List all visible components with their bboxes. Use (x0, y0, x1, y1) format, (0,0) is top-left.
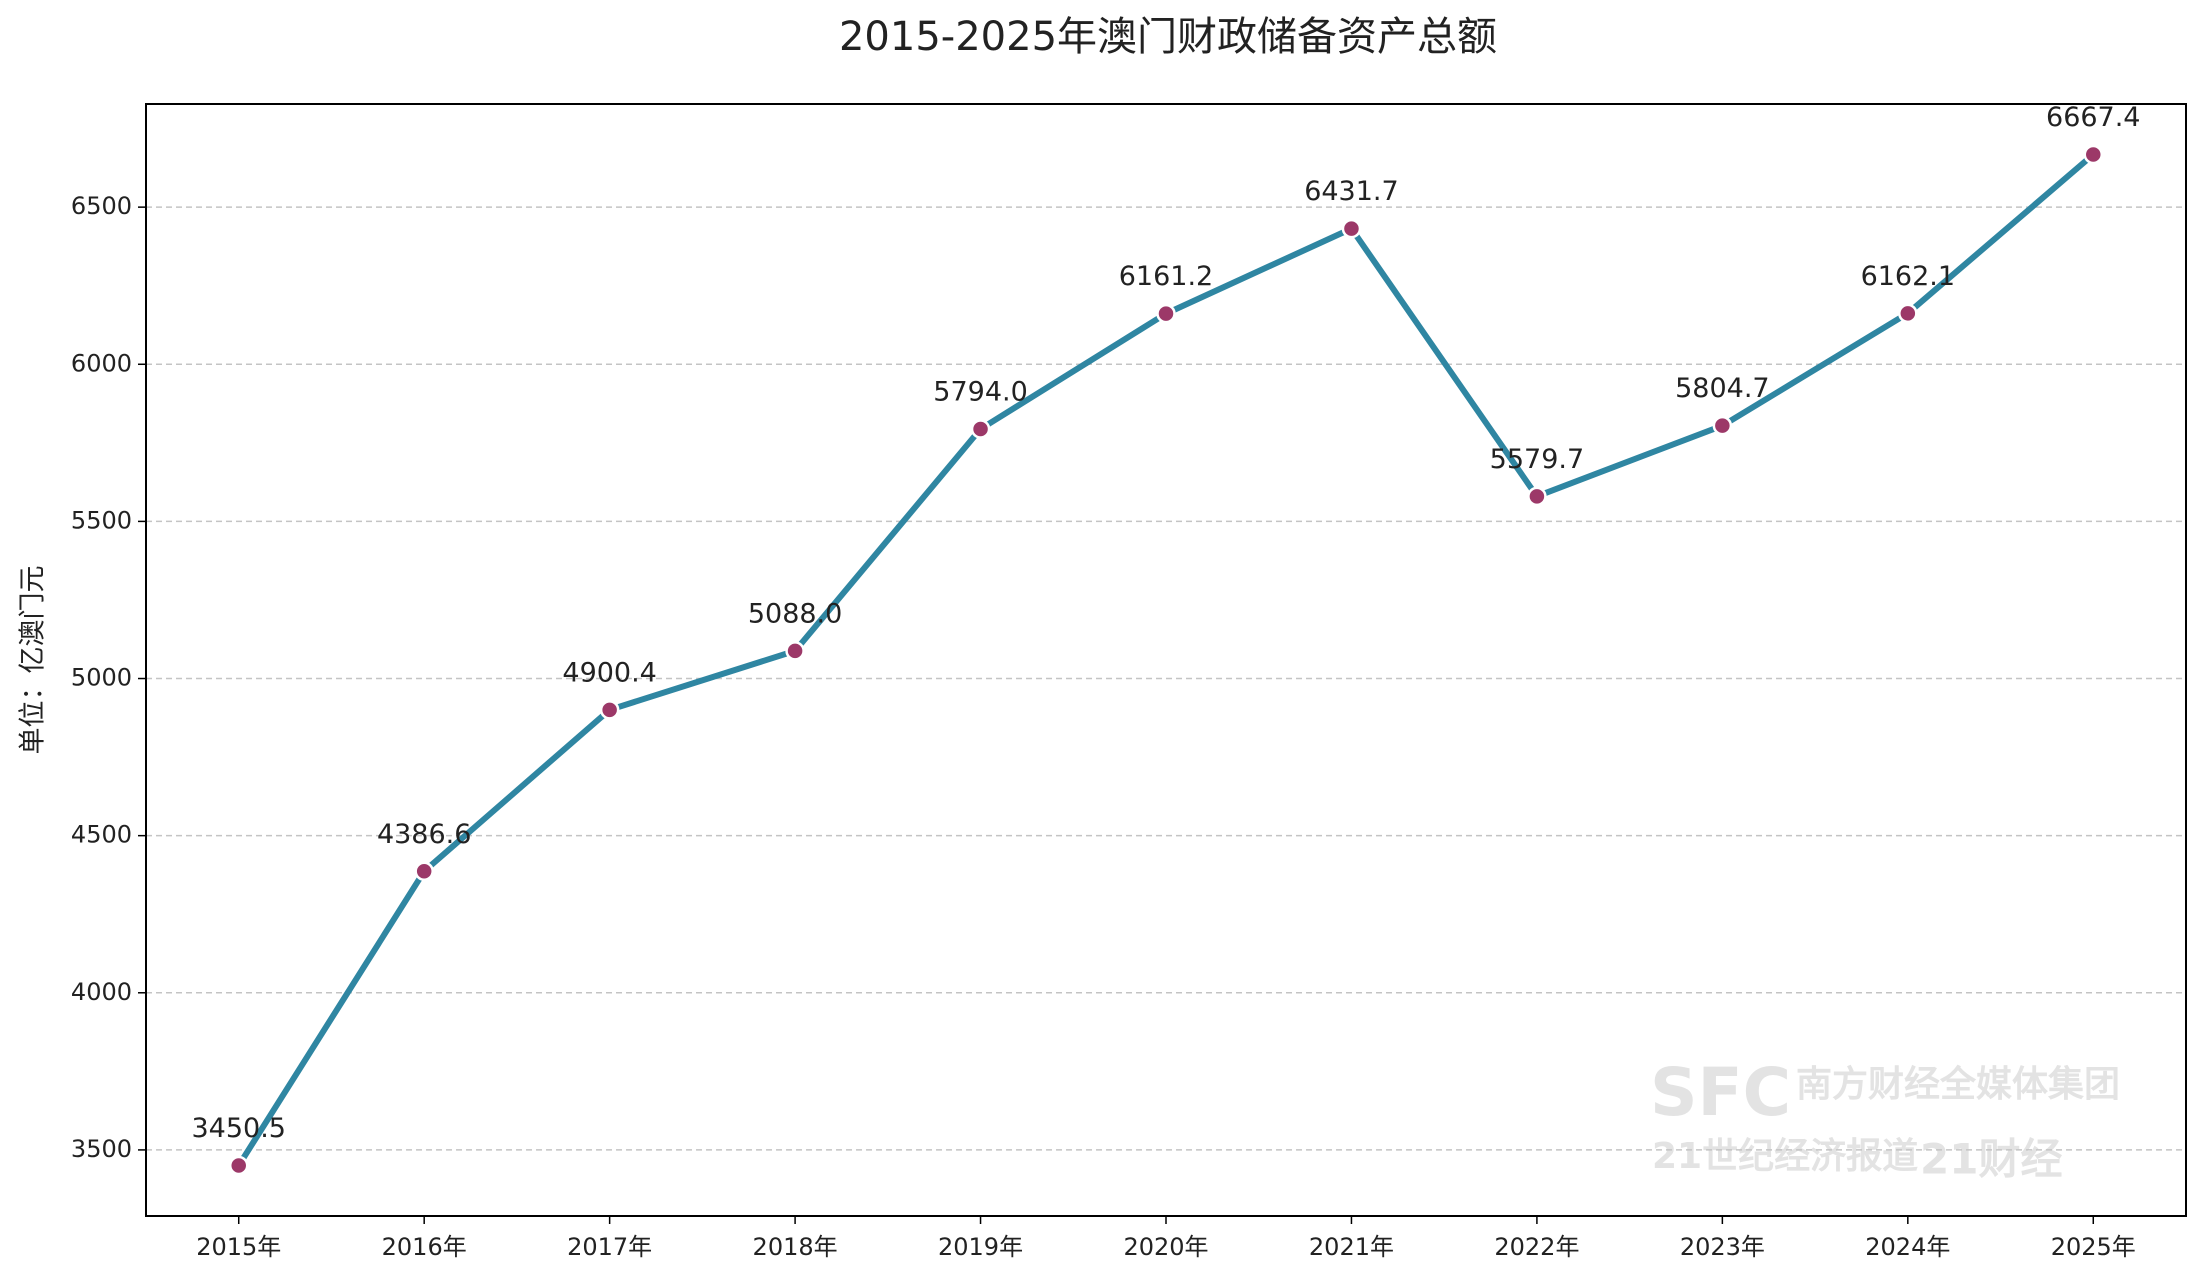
x-tick-label: 2015年 (196, 1233, 281, 1261)
chart-title: 2015-2025年澳门财政储备资产总额 (839, 14, 1497, 60)
point (1898, 303, 1918, 324)
point (228, 1155, 249, 1176)
y-axis-label: 单位：亿澳门元 (18, 566, 49, 755)
data-label: 6162.1 (1861, 261, 1955, 292)
data-label: 3450.5 (191, 1113, 285, 1144)
data-label: 6667.4 (2046, 102, 2140, 133)
y-tick-label: 6500 (71, 192, 132, 220)
data-label: 5804.7 (1675, 373, 1769, 404)
y-tick-label: 4500 (71, 821, 132, 849)
x-tick-label: 2021年 (1309, 1233, 1394, 1261)
point (599, 700, 620, 720)
watermark-text: 南方财经全媒体集团 (1796, 1063, 2120, 1105)
x-tick-label: 2019年 (938, 1233, 1023, 1261)
x-tick-label: 2022年 (1494, 1233, 1579, 1261)
data-label: 4386.6 (377, 819, 471, 850)
x-tick-label: 2025年 (2051, 1233, 2136, 1261)
y-tick-label: 6000 (71, 349, 132, 377)
watermark: SFC 南方财经全媒体集团 21世纪经济报道 21财经 (1650, 1054, 2120, 1183)
x-tick-label: 2018年 (753, 1233, 838, 1261)
watermark-text: 21财经 (1920, 1135, 2062, 1184)
data-label: 5794.0 (933, 377, 1027, 408)
x-tick-label: 2020年 (1123, 1233, 1208, 1261)
data-label: 6431.7 (1304, 176, 1398, 207)
y-tick-label: 5500 (71, 506, 132, 534)
point (1527, 486, 1547, 507)
point (1712, 415, 1733, 436)
watermark-text: SFC (1650, 1054, 1791, 1131)
point (785, 641, 805, 661)
point (2083, 144, 2104, 165)
y-tick-label: 3500 (71, 1135, 132, 1163)
y-tick-label: 5000 (71, 664, 132, 692)
x-tick-label: 2024年 (1865, 1233, 1950, 1261)
data-label: 6161.2 (1119, 261, 1213, 292)
x-tick-label: 2016年 (382, 1233, 467, 1261)
y-tick-label: 4000 (71, 978, 132, 1006)
x-tick-label: 2023年 (1680, 1233, 1765, 1261)
point (970, 419, 991, 439)
x-tick-label: 2017年 (567, 1233, 652, 1261)
data-label: 5579.7 (1490, 444, 1584, 475)
point (1156, 303, 1176, 324)
point (414, 861, 434, 882)
point (1341, 218, 1362, 239)
data-label: 4900.4 (562, 657, 656, 688)
data-label: 5088.0 (748, 598, 842, 629)
watermark-text: 21世纪经济报道 (1652, 1136, 1918, 1177)
